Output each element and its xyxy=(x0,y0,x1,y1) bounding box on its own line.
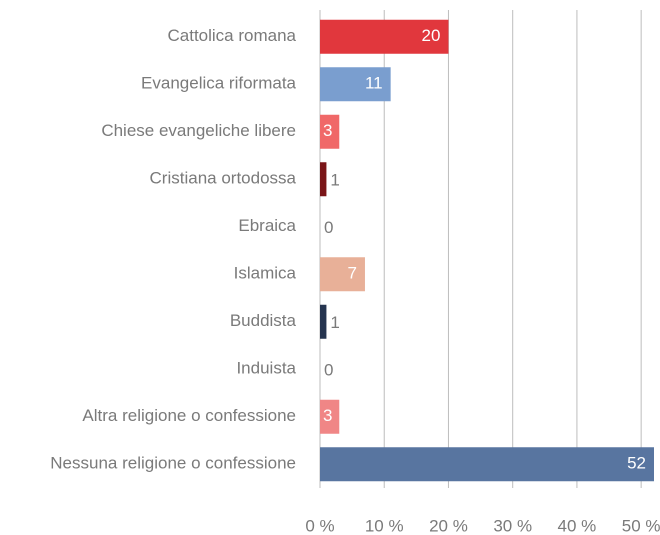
y-tick-label: Evangelica riformata xyxy=(141,74,297,93)
bar xyxy=(320,114,340,149)
bar xyxy=(320,67,391,102)
bar xyxy=(320,447,654,482)
data-label: 1 xyxy=(330,313,339,332)
y-tick-label: Induista xyxy=(236,359,296,378)
y-tick-label: Islamica xyxy=(234,264,297,283)
y-tick-label: Altra religione o confessione xyxy=(82,406,296,425)
y-tick-label: Chiese evangeliche libere xyxy=(101,121,296,140)
data-label: 3 xyxy=(323,406,332,425)
bar xyxy=(320,399,340,434)
bar xyxy=(320,19,449,54)
x-tick-label: 30 % xyxy=(493,516,532,535)
bar xyxy=(320,257,365,292)
x-tick-label: 50 % xyxy=(622,516,660,535)
data-label: 52 xyxy=(627,454,646,473)
x-tick-label: 20 % xyxy=(429,516,468,535)
data-label: 7 xyxy=(347,264,356,283)
y-tick-label: Nessuna religione o confessione xyxy=(50,454,296,473)
bar xyxy=(320,304,327,339)
x-tick-label: 40 % xyxy=(558,516,597,535)
x-tick-label: 0 % xyxy=(305,516,334,535)
data-label: 3 xyxy=(323,121,332,140)
y-tick-label: Cristiana ortodossa xyxy=(150,169,297,188)
data-label: 0 xyxy=(324,218,333,237)
bar xyxy=(320,162,327,197)
x-tick-label: 10 % xyxy=(365,516,404,535)
data-label: 0 xyxy=(324,361,333,380)
data-label: 1 xyxy=(330,171,339,190)
data-label: 20 xyxy=(422,26,441,45)
y-tick-label: Ebraica xyxy=(238,216,296,235)
data-label: 11 xyxy=(365,74,383,93)
y-tick-label: Buddista xyxy=(230,311,297,330)
y-tick-label: Cattolica romana xyxy=(167,26,296,45)
